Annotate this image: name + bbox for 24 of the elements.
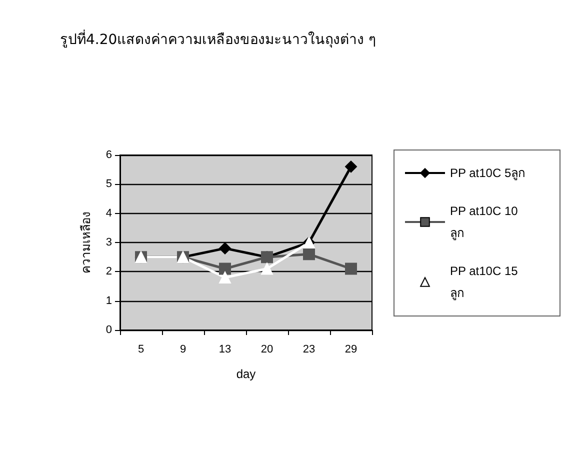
y-tick-label: 2 [106,266,112,278]
y-tick-label: 5 [106,178,112,190]
y-tick-label: 3 [106,236,112,248]
point [219,242,231,254]
y-tick-label: 6 [106,149,112,161]
point [303,248,315,260]
x-tick-label: 9 [180,344,186,356]
legend-label: PP at10C 10 ลูก [450,204,522,241]
x-tick-label: 20 [260,344,274,356]
y-axis-title: ความเหลือง [79,212,93,274]
point [219,262,231,275]
x-axis-title: day [236,367,256,381]
x-tick-label: 13 [218,344,232,356]
y-tick-label: 4 [106,207,112,220]
x-tick-label: 29 [344,344,358,356]
point [345,262,357,275]
y-tick-label: 1 [106,294,112,307]
point [345,160,357,173]
legend-label: PP at10C 15 ลูก [450,264,522,301]
chart-title: รูปที่4.20แสดงค่าความเหลืองของมะนาวในถุงต่าง ๆ [60,30,377,48]
legend-label: PP at10C 5ลูก [450,166,526,181]
x-tick-label: 23 [302,344,316,356]
y-tick-label: 0 [106,324,112,336]
x-tick-label: 5 [138,344,144,356]
